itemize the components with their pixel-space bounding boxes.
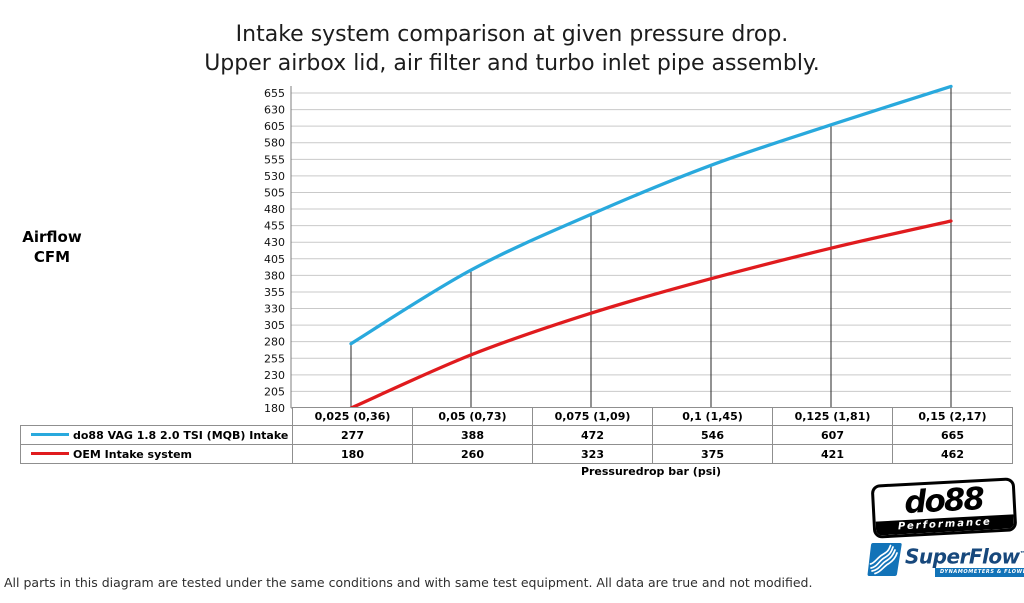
x-category-label: 0,15 (2,17) [892,407,1013,426]
x-category-label: 0,1 (1,45) [652,407,773,426]
series-data-row: OEM Intake system 180 260 323 375 421 462 [20,444,1013,464]
series-value-cell: 607 [772,425,893,445]
series-line-do88 [349,84,953,346]
y-tick-label: 655 [264,87,285,100]
series-value-cell: 260 [412,444,533,464]
y-tick-label: 230 [264,369,285,382]
y-tick-label: 205 [264,385,285,398]
superflow-wordmark: SuperFlow™ [905,545,1024,567]
series-value-cell: 388 [412,425,533,445]
y-tick-label: 430 [264,236,285,249]
y-tick-label: 505 [264,186,285,199]
superflow-subtitle: DYNAMOMETERS & FLOWBENCHES [935,567,1024,577]
series-value-cell: 665 [892,425,1013,445]
legend-cell: OEM Intake system [20,444,293,464]
y-tick-label: 380 [264,269,285,282]
series-value-cell: 375 [652,444,773,464]
series-value-cell: 462 [892,444,1013,464]
y-tick-label: 405 [264,253,285,266]
y-axis-label-line1: Airflow [22,228,82,246]
y-tick-label: 305 [264,319,285,332]
category-label-row: 0,025 (0,36) 0,05 (0,73) 0,075 (1,09) 0,1 (… [21,407,1013,426]
series-value-cell: 421 [772,444,893,464]
do88-logo: do88 Performance [870,477,1018,539]
legend-line-swatch [31,433,69,436]
series-value-cell: 472 [532,425,653,445]
x-category-label: 0,05 (0,73) [412,407,533,426]
series-name-label: OEM Intake system [73,447,193,461]
y-tick-label: 180 [264,402,285,415]
series-name-label: do88 VAG 1.8 2.0 TSI (MQB) Intake system… [73,428,292,442]
chart-title-line1: Intake system comparison at given pressu… [235,22,789,47]
legend-cell: do88 VAG 1.8 2.0 TSI (MQB) Intake system… [20,425,293,445]
x-category-label: 0,025 (0,36) [292,407,413,426]
superflow-text-block: SuperFlow™ DYNAMOMETERS & FLOWBENCHES [905,545,1024,577]
table-corner-empty-cell [21,408,293,426]
superflow-tm-mark: ™ [1019,550,1024,559]
line-chart-plot-area: 180 205 230 255 280 305 330 355 380 405 430 455 480 5… [264,84,1011,415]
legend-line-swatch [31,452,69,455]
y-axis-label-line2: CFM [33,248,71,266]
y-tick-label: 455 [264,220,285,233]
y-tick-label: 530 [264,170,285,183]
do88-logo-wordmark: do88 [903,480,984,521]
y-tick-label: 355 [264,286,285,299]
y-axis-label: Airflow CFM [6,227,98,267]
y-tick-label: 280 [264,336,285,349]
x-category-label: 0,075 (1,09) [532,407,653,426]
series-value-cell: 277 [292,425,413,445]
series-value-cell: 180 [292,444,413,464]
series-value-cell: 546 [652,425,773,445]
x-axis-title: Pressuredrop bar (psi) [580,465,722,478]
superflow-logo: SuperFlow™ DYNAMOMETERS & FLOWBENCHES [867,542,1024,580]
y-tick-label: 480 [264,203,285,216]
x-category-label: 0,125 (1,81) [772,407,893,426]
y-tick-label: 580 [264,137,285,150]
series-value-cell: 323 [532,444,653,464]
y-tick-label: 555 [264,153,285,166]
y-tick-label: 605 [264,120,285,133]
series-line-oem [349,219,953,410]
chart-title-line2: Upper airbox lid, air filter and turbo i… [204,51,820,76]
superflow-wave-icon [867,542,902,580]
series-data-row: do88 VAG 1.8 2.0 TSI (MQB) Intake system… [20,425,1013,445]
footnote-text: All parts in this diagram are tested und… [4,575,813,590]
y-tick-label: 630 [264,104,285,117]
chart-title: Intake system comparison at given pressu… [0,20,1024,78]
chart-data-table: 0,025 (0,36) 0,05 (0,73) 0,075 (1,09) 0,1 (… [20,407,1013,464]
y-tick-label: 255 [264,352,285,365]
y-tick-label: 330 [264,303,285,316]
